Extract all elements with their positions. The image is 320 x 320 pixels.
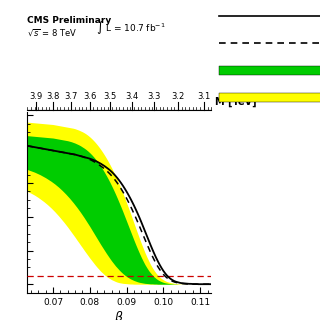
Text: $\int$ L = 10.7 fb$^{-1}$: $\int$ L = 10.7 fb$^{-1}$ [96, 19, 166, 36]
Text: 3.3: 3.3 [148, 92, 161, 101]
Text: 3.4: 3.4 [125, 92, 139, 101]
Text: 3.8: 3.8 [46, 92, 60, 101]
X-axis label: $\beta$: $\beta$ [114, 309, 124, 320]
Text: M [TeV]: M [TeV] [215, 96, 257, 107]
Text: 3.7: 3.7 [64, 92, 77, 101]
Text: $\sqrt{s}$ = 8 TeV: $\sqrt{s}$ = 8 TeV [27, 28, 77, 39]
Text: 3.1: 3.1 [197, 92, 211, 101]
Text: 3.2: 3.2 [172, 92, 185, 101]
Text: CMS Preliminary: CMS Preliminary [27, 16, 111, 25]
Text: 3.5: 3.5 [103, 92, 116, 101]
Text: 3.9: 3.9 [30, 92, 43, 101]
Text: 3.6: 3.6 [83, 92, 96, 101]
